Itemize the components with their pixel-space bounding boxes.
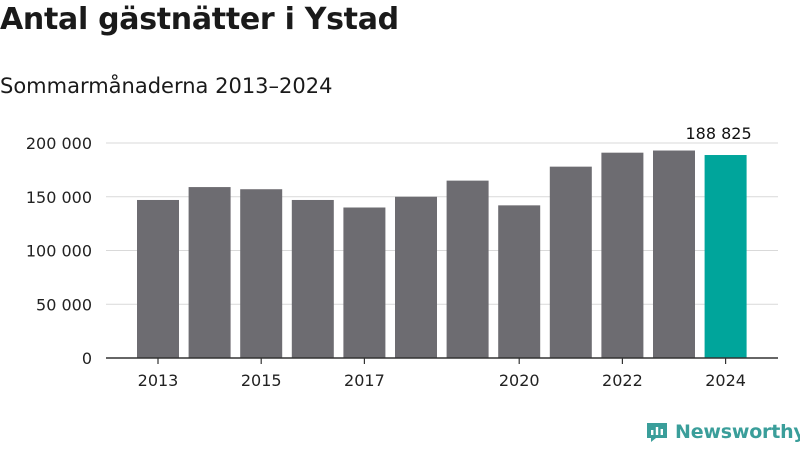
chart-subtitle: Sommarmånaderna 2013–2024: [0, 74, 333, 98]
x-tick-label: 2013: [138, 371, 179, 390]
chart-title: Antal gästnätter i Ystad: [0, 2, 399, 37]
x-tick-label: 2015: [241, 371, 282, 390]
bar-2020: [498, 205, 541, 358]
y-tick-label: 200 000: [26, 134, 92, 153]
x-tick-label: 2017: [344, 371, 385, 390]
bar-2024: [704, 155, 747, 358]
bar-2019: [446, 180, 489, 358]
bar-2021: [549, 166, 592, 358]
bar-2014: [188, 187, 231, 358]
y-tick-label: 50 000: [36, 295, 92, 314]
bar-2018: [395, 196, 437, 358]
x-tick-label: 2024: [705, 371, 746, 390]
bar-2023: [653, 150, 695, 358]
value-annotation: 188 825: [686, 124, 752, 143]
bar-2016: [291, 199, 334, 358]
x-tick-label: 2022: [602, 371, 643, 390]
bar-2022: [601, 152, 644, 358]
y-tick-label: 100 000: [26, 242, 92, 261]
newsworthy-logo-icon: [647, 423, 667, 442]
x-tick-label: 2020: [499, 371, 540, 390]
bar-2013: [137, 199, 179, 358]
newsworthy-logo: Newsworthy: [645, 420, 800, 444]
y-tick-label: 150 000: [26, 188, 92, 207]
bar-2015: [240, 189, 283, 358]
bar-2017: [343, 207, 386, 358]
brand-name: Newsworthy: [675, 421, 800, 443]
y-tick-label: 0: [82, 349, 92, 368]
